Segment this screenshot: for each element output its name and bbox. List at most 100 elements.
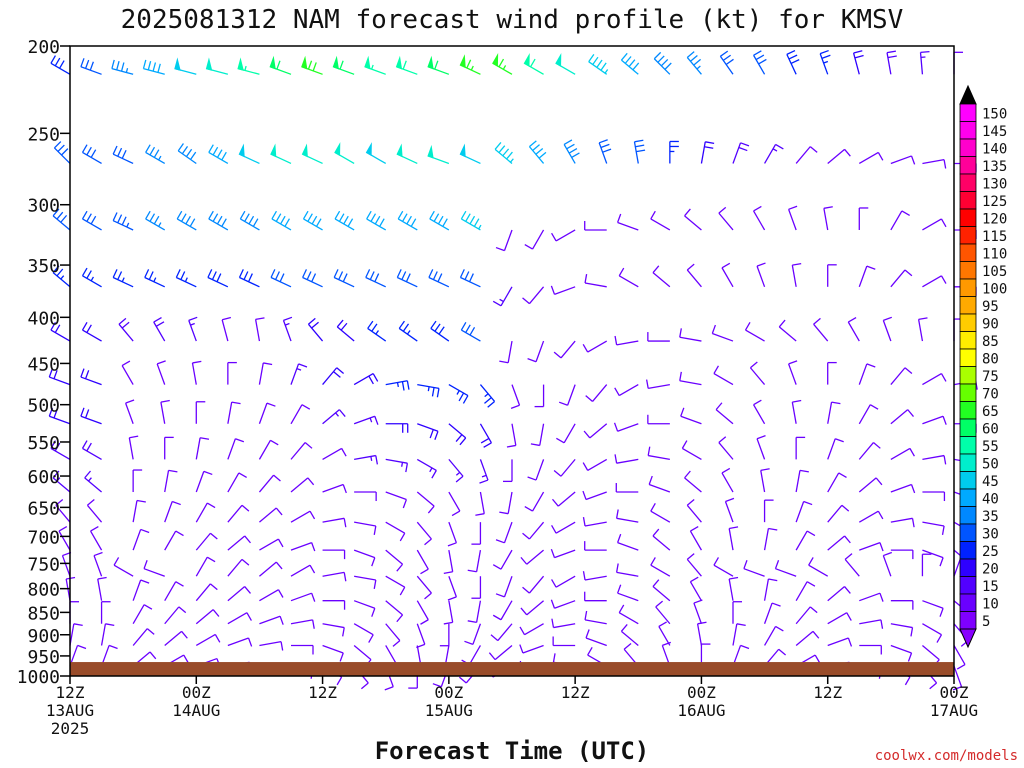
barb-half-flag [401,462,404,467]
y-tick-label: 850 [27,603,60,624]
barb-flag [660,59,669,67]
wind-barb [582,458,608,471]
barb-shaft [385,549,403,565]
barb-flag [680,407,685,417]
barb-shaft [385,491,407,501]
wind-barb [354,454,379,465]
barb-flag [459,269,465,278]
barb-shaft [227,472,240,493]
barb-half-flag [244,65,247,71]
barb-flag [558,401,568,406]
barb-shaft [539,423,545,446]
barb-flag [333,371,341,378]
x-tick-label: 16AUG [677,701,725,720]
colorbar-label: 45 [982,474,999,490]
barb-flag [918,317,928,321]
barb-flag [86,213,92,222]
barb-flag [774,560,780,569]
wind-barb [551,575,576,588]
colorbar-label: 80 [982,352,999,368]
barb-flag [808,557,814,566]
barb-flag [406,380,410,390]
wind-barb [322,600,346,610]
wind-barb [718,436,734,460]
barb-flag [929,682,937,690]
barb-shaft [259,538,279,551]
barb-shaft [417,423,439,432]
barb-shaft [52,477,71,493]
wind-barb [290,564,316,577]
wind-barb [353,549,376,567]
barb-pennant [269,55,276,70]
barb-flag [177,143,184,152]
barb-half-flag [369,417,373,423]
barb-shaft [922,600,944,609]
barb-shaft [195,532,211,551]
barb-flag [614,454,618,464]
wind-barb [652,579,671,602]
barb-flag [221,151,227,161]
barb-shaft [302,276,323,288]
wind-barb [721,262,734,288]
barb-shaft [307,323,324,342]
wind-barb [366,210,387,231]
wind-barb [494,142,514,164]
colorbar-swatch [959,523,977,542]
wind-barb [291,644,314,655]
barb-flag [886,50,897,54]
barb-flag [679,328,682,338]
wind-barb [680,407,702,425]
wind-barb [791,262,802,287]
barb-shaft [322,644,344,654]
barb-shaft [365,276,386,288]
barb-flag [936,634,943,643]
wind-barb [890,549,914,560]
barb-flag [298,363,308,368]
wind-barb [922,600,944,617]
barb-pennant [427,55,434,70]
barb-flag [81,144,88,153]
barb-flag [469,215,476,225]
barb-flag [248,215,255,225]
barb-flag [940,275,947,284]
barb-flag [809,146,818,153]
barb-shaft [618,384,639,397]
barb-flag [153,149,160,158]
wind-barb [530,423,545,447]
barb-shaft [617,592,639,602]
barb-flag [550,599,556,609]
colorbar-label: 25 [982,544,999,560]
barb-flag [153,316,162,323]
barb-flag [883,551,893,557]
barb-shaft [511,423,517,446]
barb-shaft [795,501,805,523]
barb-flag [778,319,786,328]
barb-flag [690,55,698,62]
barb-flag [522,532,530,540]
wind-barb [439,623,450,647]
barb-flag [60,214,68,223]
wind-barb [922,491,946,502]
wind-barb [527,340,545,363]
wind-barb [112,269,134,288]
barb-flag [121,149,127,159]
wind-barb [890,517,915,528]
wind-barb [164,581,184,602]
barb-flag [613,422,619,432]
colorbar-label: 35 [982,509,999,525]
wind-barb [385,575,406,596]
barb-shaft [118,323,134,342]
barb-flag [216,215,223,225]
wind-barb [448,384,469,404]
barb-flag [755,54,765,61]
barb-shaft [53,147,71,164]
barb-shaft [653,58,671,75]
wind-barb [686,51,702,75]
barb-shaft [448,600,454,623]
barb-flag [93,551,103,557]
barb-shaft [290,363,300,385]
wind-barb [416,549,429,575]
barb-flag [275,213,282,222]
barb-flag [718,206,727,214]
barb-flag [84,370,90,380]
